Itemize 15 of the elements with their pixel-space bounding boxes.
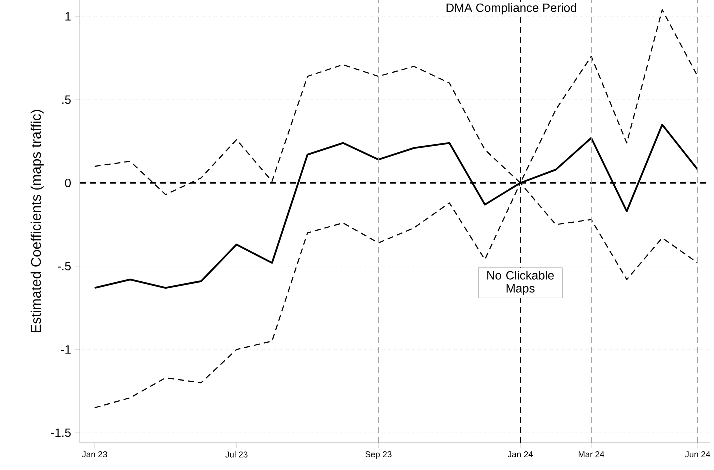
y-tick-label: -1.5 <box>51 428 71 438</box>
x-tick-label: Jun 24 <box>685 452 710 458</box>
y-tick-label: .5 <box>62 96 71 104</box>
y-tick-label: 1 <box>66 12 71 21</box>
x-tick-label: Jan 23 <box>82 452 108 458</box>
annotation: No Clickable Maps <box>488 271 554 296</box>
annotation: DMA Compliance Period <box>446 3 576 15</box>
y-tick-label: 0 <box>65 178 72 188</box>
x-tick-label: Jul 23 <box>226 452 248 458</box>
y-tick-label: -.5 <box>58 262 71 271</box>
x-tick-label: Mar 24 <box>578 452 604 458</box>
y-tick-label: -1 <box>61 346 71 354</box>
y-axis-title: Estimated Coefficients (maps traffic) <box>30 110 44 333</box>
x-tick-label: Sep 23 <box>366 452 392 460</box>
x-tick-label: Jan 24 <box>508 452 534 458</box>
